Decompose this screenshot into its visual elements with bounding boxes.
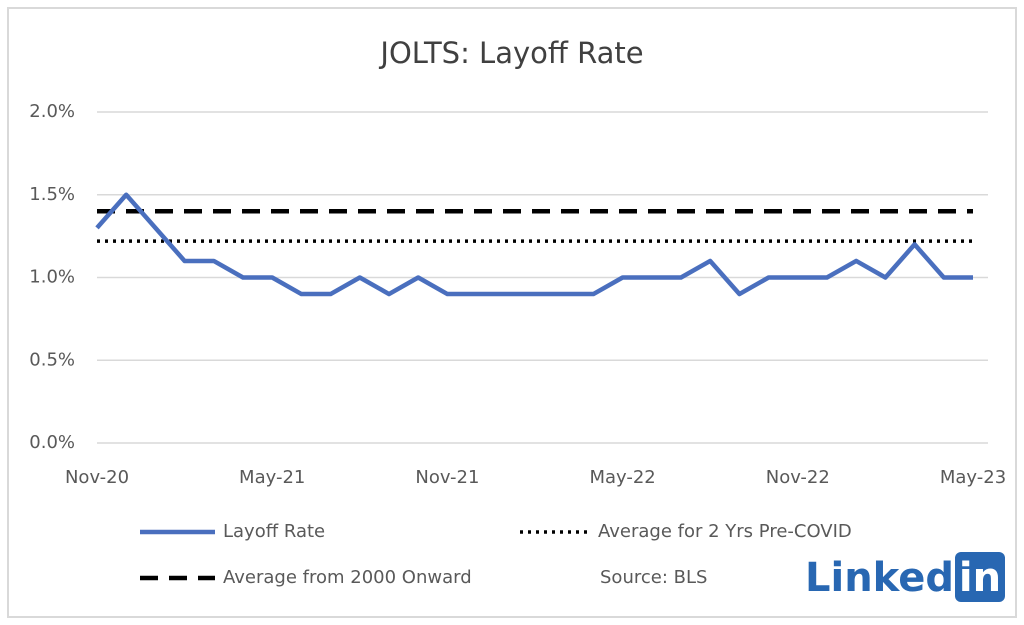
watermark-box [955, 552, 1005, 602]
legend-label: Average from 2000 Onward [223, 567, 472, 588]
y-tick-label: 2.0% [29, 101, 75, 122]
x-tick-label: Nov-22 [766, 467, 830, 488]
x-tick-label: Nov-21 [415, 467, 479, 488]
y-tick-label: 1.0% [29, 267, 75, 288]
x-tick-label: May-21 [239, 467, 305, 488]
y-tick-label: 1.5% [29, 184, 75, 205]
data-line [95, 192, 973, 297]
y-tick-label: 0.5% [29, 349, 75, 370]
chart-title: JOLTS: Layoff Rate [378, 36, 643, 70]
x-tick-label: May-23 [940, 467, 1006, 488]
watermark-text: in [959, 555, 1001, 601]
source-note: Source: BLS [600, 567, 707, 588]
legend-label: Average for 2 Yrs Pre-COVID [598, 521, 852, 542]
x-tick-label: May-22 [589, 467, 655, 488]
watermark-text: Linked [805, 555, 954, 601]
y-tick-label: 0.0% [29, 432, 75, 453]
chart-frame [7, 7, 1017, 618]
x-tick-label: Nov-20 [65, 467, 129, 488]
legend-label: Layoff Rate [223, 521, 325, 542]
